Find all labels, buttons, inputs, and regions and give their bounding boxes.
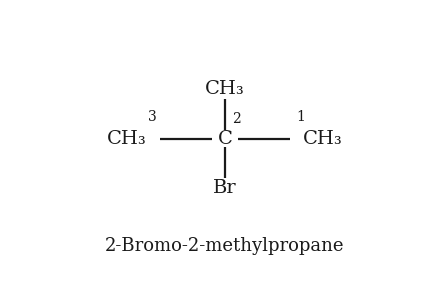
Text: 1: 1 xyxy=(296,110,304,124)
Text: CH₃: CH₃ xyxy=(303,130,342,148)
Text: 2: 2 xyxy=(232,112,240,126)
Text: C: C xyxy=(217,130,232,148)
Text: Br: Br xyxy=(213,179,236,197)
Text: 2-Bromo-2-methylpropane: 2-Bromo-2-methylpropane xyxy=(105,236,344,255)
Text: CH₃: CH₃ xyxy=(107,130,146,148)
Text: CH₃: CH₃ xyxy=(205,79,244,98)
Text: 3: 3 xyxy=(148,110,157,124)
